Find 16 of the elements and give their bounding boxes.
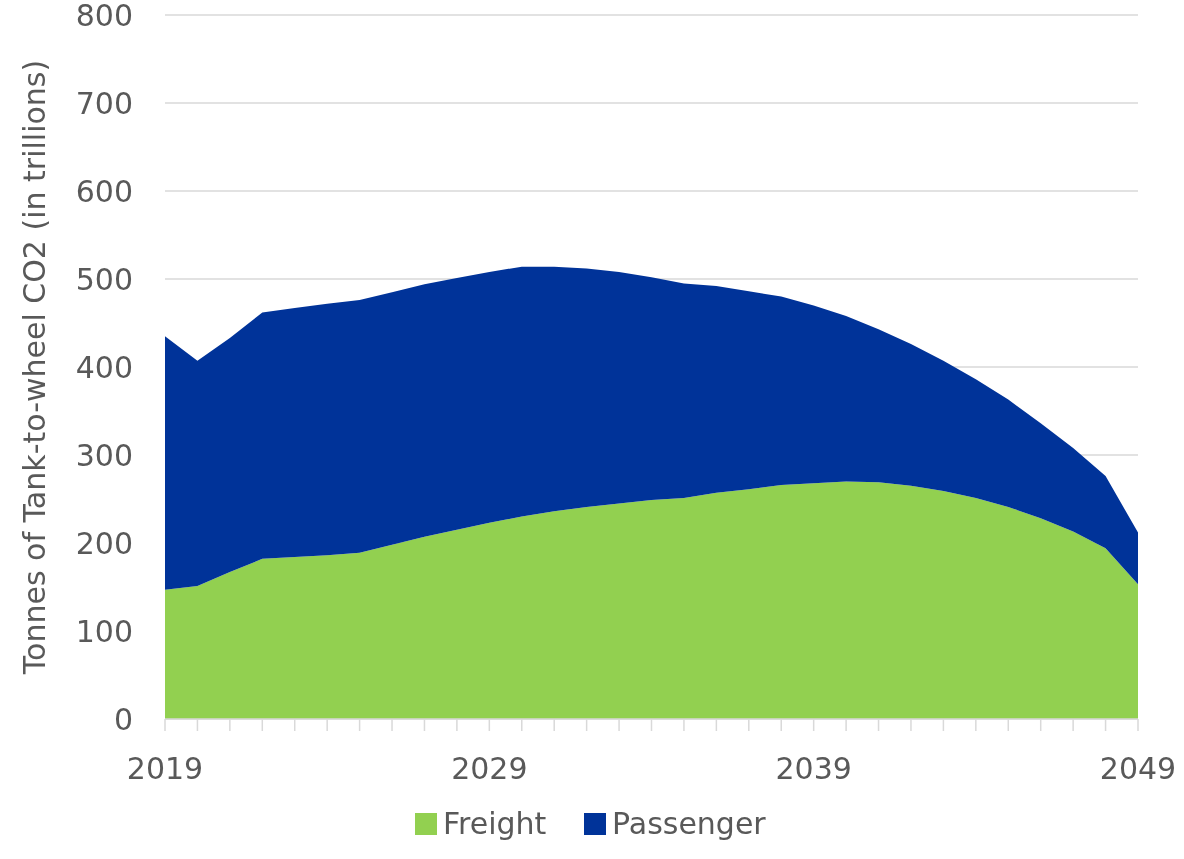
legend-label: Passenger	[612, 806, 767, 841]
y-tick-label: 700	[75, 86, 133, 121]
y-tick-label: 0	[113, 702, 133, 737]
y-tick-label: 300	[75, 438, 133, 473]
x-tick-label: 2019	[126, 751, 204, 786]
y-tick-label: 500	[75, 262, 133, 297]
x-tick-label: 2039	[775, 751, 852, 786]
legend-label: Freight	[443, 806, 547, 841]
y-tick-label: 100	[75, 614, 133, 649]
x-tick-label: 2029	[451, 751, 528, 786]
y-tick-label: 600	[75, 174, 133, 209]
y-tick-label: 800	[75, 0, 133, 33]
y-axis-title: Tonnes of Tank-to-wheel CO2 (in trillions)	[17, 59, 52, 676]
y-tick-label: 200	[75, 526, 133, 561]
x-tick-label: 2049	[1099, 751, 1177, 786]
y-tick-label: 400	[75, 350, 133, 385]
